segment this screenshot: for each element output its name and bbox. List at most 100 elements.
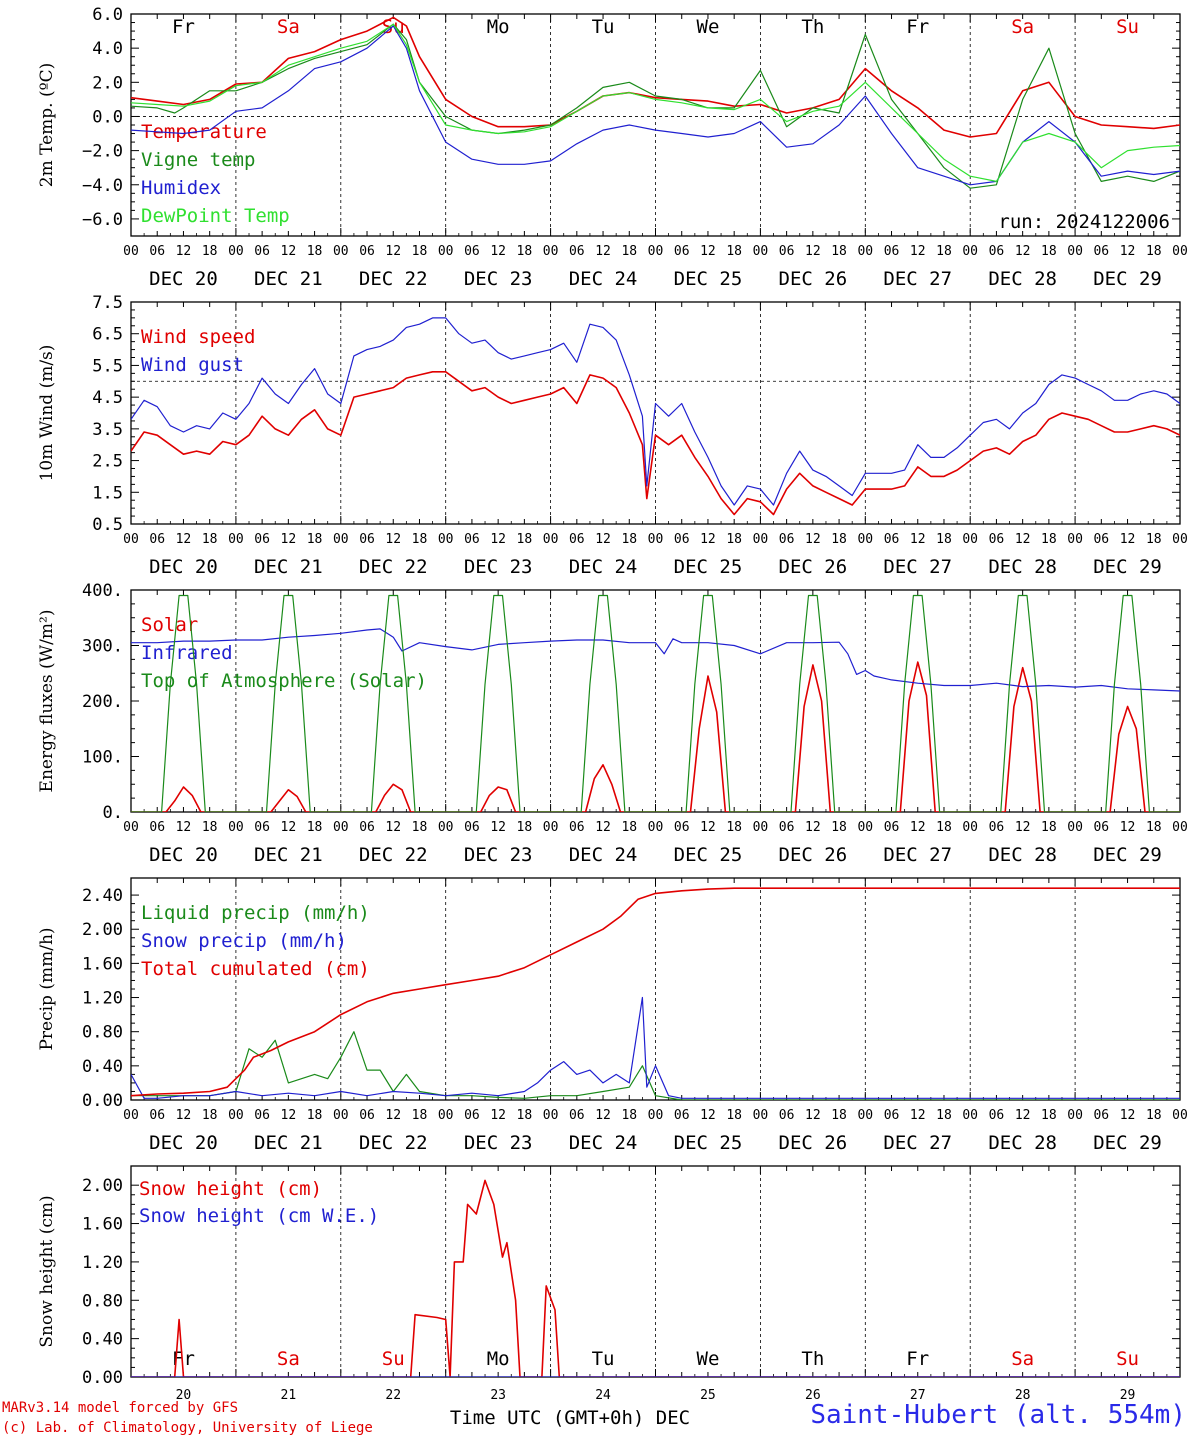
- x-hour-label: 12: [490, 244, 506, 259]
- x-date-label: DEC 26: [779, 268, 848, 290]
- station-title: Saint-Hubert (alt. 554m): [810, 1400, 1186, 1430]
- legend-entry: Temperature: [141, 121, 267, 143]
- x-hour-label: 00: [123, 244, 139, 259]
- series-line-liquid-precip-mm-h-: [131, 1031, 1180, 1100]
- x-hour-label: 00: [857, 532, 873, 547]
- x-hour-label: 06: [254, 532, 270, 547]
- series-line-infrared: [131, 628, 1180, 692]
- x-hour-label: 12: [1120, 244, 1136, 259]
- x-hour-label: 06: [464, 820, 480, 835]
- x-hour-label: 12: [281, 820, 297, 835]
- series-line-solar: [131, 661, 1180, 812]
- x-hour-label: 00: [228, 532, 244, 547]
- x-hour-label: 12: [1120, 1108, 1136, 1123]
- series-line-snow-height-cm-: [131, 1179, 1180, 1377]
- y-tick-label: 2.5: [92, 452, 123, 472]
- y-tick-label: 4.5: [92, 388, 123, 408]
- x-hour-label: 06: [569, 532, 585, 547]
- x-hour-label: 00: [228, 820, 244, 835]
- x-hour-label: 06: [254, 820, 270, 835]
- x-hour-label: 00: [857, 1108, 873, 1123]
- y-tick-label: 0.0: [92, 107, 123, 127]
- x-hour-label: 12: [1015, 1108, 1031, 1123]
- x-hour-label: 12: [176, 244, 192, 259]
- weekday-label: Th: [801, 1348, 824, 1370]
- x-date-label: DEC 28: [988, 268, 1057, 290]
- x-hour-label: 18: [1041, 820, 1057, 835]
- x-hour-label: 18: [831, 244, 847, 259]
- legend-entry: Snow height (cm W.E.): [139, 1205, 379, 1227]
- x-hour-label: 00: [962, 532, 978, 547]
- x-hour-label: 12: [910, 532, 926, 547]
- x-date-label: DEC 21: [254, 268, 323, 290]
- weekday-label: Mo: [487, 1348, 510, 1370]
- y-tick-label: 2.0: [92, 73, 123, 93]
- series-line-dewpoint-temp: [131, 23, 1180, 182]
- x-hour-label: 00: [648, 1108, 664, 1123]
- x-date-label: DEC 23: [464, 556, 533, 578]
- x-date-label: DEC 21: [254, 556, 323, 578]
- x-date-label: DEC 23: [464, 1132, 533, 1154]
- x-hour-label: 12: [910, 820, 926, 835]
- x-hour-label: 06: [779, 244, 795, 259]
- x-date-label: DEC 27: [883, 268, 952, 290]
- x-hour-label: 12: [700, 1108, 716, 1123]
- y-tick-label: 7.5: [92, 293, 123, 313]
- x-day-number: 21: [281, 1388, 297, 1403]
- x-hour-label: 00: [333, 1108, 349, 1123]
- legend-entry: Infrared: [141, 642, 233, 664]
- legend-entry: Liquid precip (mm/h): [141, 902, 370, 924]
- y-tick-label: 0.40: [82, 1330, 123, 1350]
- x-hour-label: 06: [989, 1108, 1005, 1123]
- y-axis-label: 2m Temp. (ºC): [37, 63, 57, 188]
- x-hour-label: 00: [962, 244, 978, 259]
- x-hour-label: 12: [490, 820, 506, 835]
- x-day-number: 22: [385, 1388, 401, 1403]
- x-hour-label: 00: [1172, 532, 1188, 547]
- x-hour-label: 18: [202, 820, 218, 835]
- x-hour-label: 18: [1146, 1108, 1162, 1123]
- series-line-temperature: [131, 16, 1180, 138]
- y-tick-label: 2.00: [82, 1176, 123, 1196]
- x-hour-label: 12: [910, 244, 926, 259]
- y-tick-label: 6.0: [92, 5, 123, 25]
- x-hour-label: 06: [464, 532, 480, 547]
- y-tick-label: 200.: [82, 692, 123, 712]
- weekday-label: Su: [1116, 16, 1139, 38]
- x-hour-label: 06: [359, 1108, 375, 1123]
- x-hour-label: 12: [385, 244, 401, 259]
- x-hour-label: 00: [753, 820, 769, 835]
- y-tick-label: 0.00: [82, 1091, 123, 1111]
- x-hour-label: 06: [359, 820, 375, 835]
- x-hour-label: 12: [595, 532, 611, 547]
- x-date-label: DEC 28: [988, 844, 1057, 866]
- x-hour-label: 12: [805, 532, 821, 547]
- x-date-label: DEC 22: [359, 1132, 428, 1154]
- x-hour-label: 00: [438, 244, 454, 259]
- weekday-label: Sa: [277, 16, 300, 38]
- x-hour-label: 06: [1093, 532, 1109, 547]
- x-hour-label: 00: [1067, 820, 1083, 835]
- weekday-label: Tu: [592, 16, 615, 38]
- x-hour-label: 12: [700, 820, 716, 835]
- x-hour-label: 12: [490, 532, 506, 547]
- x-hour-label: 12: [1120, 532, 1136, 547]
- y-axis-label: Snow height (cm): [37, 1195, 57, 1347]
- x-hour-label: 00: [648, 244, 664, 259]
- legend-entry: Total cumulated (cm): [141, 958, 370, 980]
- x-day-number: 25: [700, 1388, 716, 1403]
- x-hour-label: 00: [543, 244, 559, 259]
- weekday-label: We: [697, 16, 720, 38]
- x-hour-label: 12: [805, 244, 821, 259]
- y-tick-label: 4.0: [92, 39, 123, 59]
- x-date-label: DEC 23: [464, 268, 533, 290]
- x-hour-label: 00: [333, 244, 349, 259]
- y-tick-label: 5.5: [92, 356, 123, 376]
- x-hour-label: 18: [831, 532, 847, 547]
- x-hour-label: 18: [621, 532, 637, 547]
- x-hour-label: 06: [149, 820, 165, 835]
- x-hour-label: 12: [805, 1108, 821, 1123]
- x-hour-label: 18: [517, 820, 533, 835]
- x-hour-label: 00: [543, 820, 559, 835]
- series-line-total-cumulated-cm-: [131, 887, 1180, 1097]
